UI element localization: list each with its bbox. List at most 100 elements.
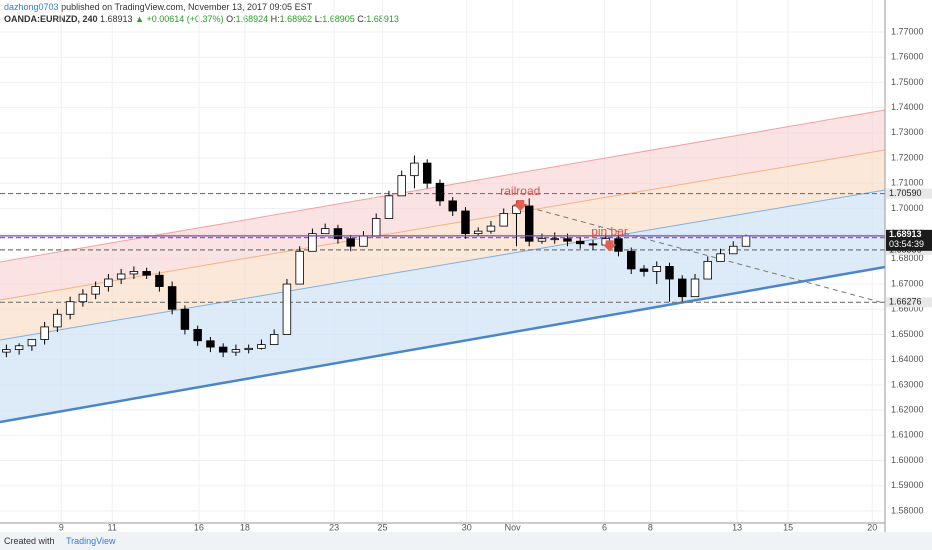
channel-line bbox=[0, 189, 886, 341]
candle-body bbox=[27, 339, 37, 347]
publish-line: dazhong0703 published on TradingView.com… bbox=[4, 2, 312, 12]
y-tick-label: 1.77000 bbox=[891, 26, 924, 36]
candle-body bbox=[690, 278, 700, 298]
annotation: railroad bbox=[500, 184, 540, 198]
y-tick-label: 1.63000 bbox=[891, 379, 924, 389]
channel-upper bbox=[0, 110, 885, 300]
candle-body bbox=[524, 205, 534, 242]
y-tick-label: 1.76000 bbox=[891, 52, 924, 62]
candle-body bbox=[257, 344, 266, 349]
candle-body bbox=[678, 278, 687, 298]
candle-body bbox=[104, 278, 113, 287]
candle-body bbox=[91, 286, 100, 295]
candle-body bbox=[116, 273, 126, 280]
candle-body bbox=[40, 326, 49, 340]
y-tick-label: 1.71000 bbox=[891, 178, 924, 188]
candle-body bbox=[333, 228, 343, 240]
candle-body bbox=[550, 238, 559, 241]
countdown: 03:54:39 bbox=[889, 239, 924, 249]
y-tick-label: 1.75000 bbox=[891, 77, 924, 87]
candle-body bbox=[2, 349, 11, 353]
channel-lower bbox=[0, 190, 885, 422]
y-tick-label: 1.61000 bbox=[891, 430, 924, 440]
x-tick-label: 20 bbox=[867, 522, 877, 532]
price-tag bbox=[886, 188, 932, 199]
candle-body bbox=[142, 271, 151, 276]
candle-body bbox=[397, 175, 406, 197]
h-label: H: bbox=[270, 14, 280, 24]
candle-body bbox=[703, 260, 712, 280]
y-tick-label: 1.64000 bbox=[891, 354, 924, 364]
candle-body bbox=[537, 238, 547, 242]
author[interactable]: dazhong0703 bbox=[4, 2, 59, 12]
symbol: OANDA:EURNZD, 240 bbox=[4, 14, 98, 24]
change: ▲ +0.00614 (+0.37%) bbox=[135, 14, 224, 24]
candle-body bbox=[716, 253, 725, 262]
candle-body bbox=[563, 238, 572, 242]
candle-body bbox=[78, 293, 88, 303]
created: Created with bbox=[4, 536, 55, 546]
y-tick-label: 1.67000 bbox=[891, 278, 924, 288]
candle-body bbox=[359, 235, 368, 247]
candle-body bbox=[575, 240, 585, 245]
h: 1.68962 bbox=[279, 14, 313, 24]
channel-mid bbox=[0, 150, 885, 340]
candle-body bbox=[473, 230, 483, 235]
candle-body bbox=[320, 228, 330, 235]
candle-body bbox=[269, 334, 279, 345]
published: published on TradingView.com, November 1… bbox=[61, 2, 313, 12]
c-label: C: bbox=[357, 14, 367, 24]
x-tick-label: Nov bbox=[505, 522, 522, 532]
candle-body bbox=[282, 283, 292, 335]
last-price-tag bbox=[886, 229, 932, 251]
candle-body bbox=[652, 266, 661, 272]
price-tag-label: 1.66276 bbox=[889, 297, 922, 307]
candle-body bbox=[410, 162, 419, 177]
y-tick-label: 1.74000 bbox=[891, 102, 924, 112]
candle-body bbox=[308, 233, 317, 252]
x-tick-label: 6 bbox=[602, 522, 607, 532]
annotation-arrow bbox=[513, 200, 528, 212]
candle-body bbox=[231, 349, 241, 353]
l-label: L: bbox=[314, 14, 323, 24]
candle-body bbox=[206, 340, 215, 348]
candle-body bbox=[499, 213, 508, 227]
brand[interactable]: TradingView bbox=[66, 536, 116, 546]
x-tick-label: 23 bbox=[329, 522, 339, 532]
x-tick-label: 8 bbox=[648, 522, 653, 532]
last: 1.68913 bbox=[100, 14, 133, 24]
x-tick-label: 13 bbox=[732, 522, 742, 532]
candle-body bbox=[627, 250, 636, 270]
candle-body bbox=[448, 200, 457, 212]
o-label: O: bbox=[226, 14, 236, 24]
y-tick-label: 1.70000 bbox=[891, 203, 924, 213]
candle-body bbox=[729, 245, 738, 255]
candle-body bbox=[639, 268, 649, 272]
channel-support bbox=[0, 265, 886, 424]
y-tick-label: 1.66000 bbox=[891, 304, 924, 314]
candle-body bbox=[346, 238, 355, 247]
y-tick-label: 1.65000 bbox=[891, 329, 924, 339]
x-tick-label: 15 bbox=[783, 522, 793, 532]
price-tag-label: 1.70590 bbox=[889, 188, 922, 198]
candle-body bbox=[244, 347, 253, 350]
candle-body bbox=[384, 195, 394, 219]
y-tick-label: 1.58000 bbox=[891, 505, 924, 515]
candle-body bbox=[588, 243, 598, 246]
x-tick-label: 11 bbox=[108, 522, 117, 532]
candle-body bbox=[422, 162, 432, 184]
y-tick-label: 1.59000 bbox=[891, 480, 924, 490]
candle-body bbox=[486, 225, 496, 232]
candle-body bbox=[295, 250, 304, 285]
x-tick-label: 30 bbox=[462, 522, 472, 532]
candle-body bbox=[193, 329, 202, 342]
y-tick-label: 1.73000 bbox=[891, 127, 924, 137]
o: 1.68924 bbox=[235, 14, 269, 24]
candle-body bbox=[665, 266, 674, 280]
chart: 1.58000 1.59000 1.60000 1.61000 1.62000 1.630… bbox=[0, 0, 932, 532]
candle-body bbox=[180, 308, 190, 330]
x-tick-label: 16 bbox=[194, 522, 204, 532]
candle-body bbox=[129, 271, 139, 275]
candle-body bbox=[741, 235, 751, 247]
